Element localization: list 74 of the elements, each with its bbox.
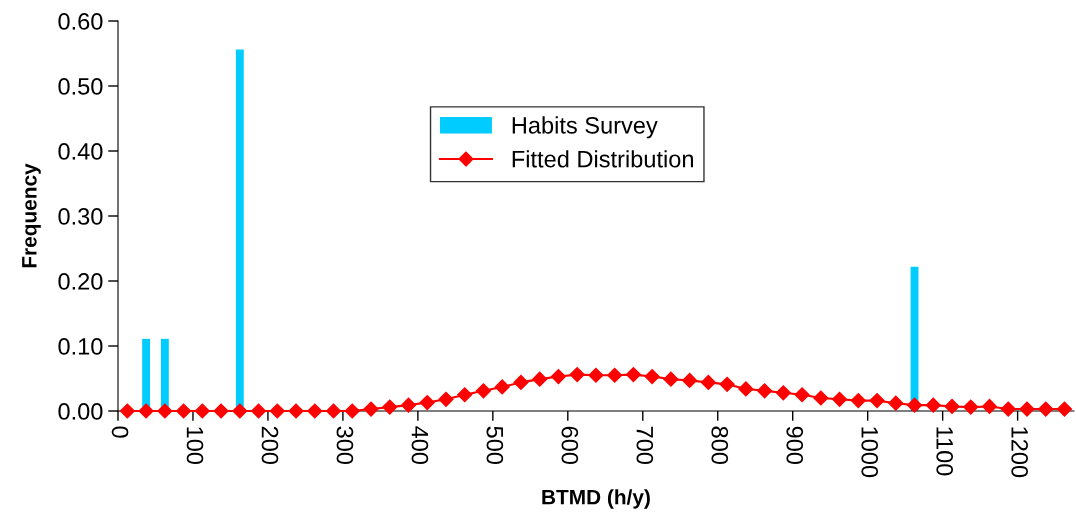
- point: [550, 368, 567, 385]
- legend-label: Habits Survey: [512, 116, 658, 139]
- point: [925, 397, 941, 413]
- point: [400, 397, 417, 413]
- point: [813, 390, 829, 406]
- x-tick-label: 1100: [936, 427, 954, 476]
- y-tick-label: 0.30: [58, 208, 103, 225]
- point: [213, 403, 229, 419]
- point: [157, 403, 173, 419]
- point: [382, 399, 398, 415]
- point: [232, 403, 248, 419]
- point: [438, 391, 454, 407]
- point: [194, 403, 210, 419]
- point: [1056, 401, 1073, 417]
- x-tick-label: 300: [336, 426, 354, 465]
- point: [981, 398, 998, 415]
- y-tick-label: 0.20: [58, 273, 103, 290]
- point: [138, 403, 154, 419]
- x-tick-label: 500: [486, 426, 504, 465]
- point: [288, 403, 304, 419]
- x-tick-label: 600: [561, 426, 579, 465]
- point: [513, 374, 529, 390]
- point: [307, 403, 323, 419]
- legend-label: Fitted Distribution: [512, 150, 693, 168]
- point: [963, 399, 979, 415]
- point: [682, 372, 698, 389]
- point: [850, 393, 866, 409]
- x-tick-label: 100: [186, 427, 204, 465]
- x-tick-label: 1000: [861, 427, 879, 478]
- point: [1019, 401, 1035, 417]
- point: [250, 403, 267, 419]
- point: [419, 394, 435, 411]
- x-tick-label: 1200: [1011, 427, 1028, 478]
- point: [532, 371, 548, 387]
- point: [757, 383, 773, 399]
- point: [719, 376, 735, 392]
- point: [569, 367, 585, 383]
- point: [775, 385, 791, 401]
- point: [663, 371, 679, 387]
- point: [475, 383, 492, 399]
- point: [325, 403, 342, 419]
- y-tick-label: 0.60: [58, 13, 103, 30]
- point: [738, 381, 754, 397]
- point: [888, 395, 904, 411]
- point: [269, 403, 285, 419]
- point: [794, 387, 810, 403]
- x-tick-label: 800: [711, 426, 729, 465]
- point: [1038, 401, 1054, 417]
- point: [869, 393, 885, 409]
- x-tick-label: 900: [786, 426, 804, 465]
- point: [176, 403, 192, 419]
- y-axis-title: Frequency: [22, 163, 41, 268]
- point: [906, 397, 923, 413]
- point: [457, 387, 473, 403]
- x-tick-label: 700: [636, 426, 654, 465]
- x-tick-label: 200: [261, 426, 279, 465]
- point: [494, 379, 510, 395]
- y-tick-label: 0.50: [58, 78, 103, 95]
- point: [944, 398, 960, 415]
- point: [644, 368, 660, 385]
- point: [1000, 401, 1016, 417]
- y-tick-label: 0.10: [58, 338, 103, 355]
- point: [700, 374, 716, 390]
- point: [625, 367, 641, 383]
- point: [363, 401, 379, 417]
- point: [832, 391, 848, 407]
- x-tick-label: 400: [411, 426, 429, 465]
- y-tick-label: 0.40: [58, 143, 103, 160]
- point: [607, 367, 623, 383]
- point: [344, 403, 360, 419]
- x-tick-label: 0: [111, 426, 129, 438]
- y-tick-label: 0.00: [58, 403, 103, 420]
- x-axis-title: BTMD (h/y): [542, 489, 650, 509]
- point: [588, 367, 604, 383]
